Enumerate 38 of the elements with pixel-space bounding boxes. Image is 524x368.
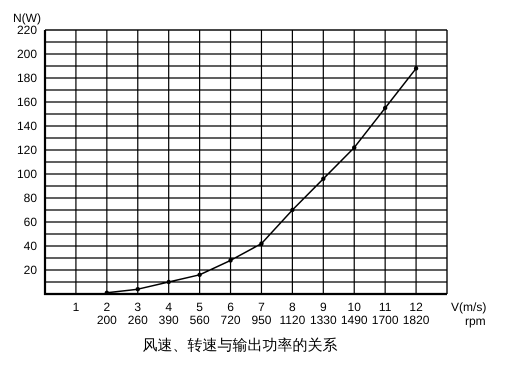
- annotation: 720: [220, 313, 241, 327]
- xtick: 6: [227, 300, 234, 314]
- x2label: rpm: [465, 314, 486, 328]
- ytick: 40: [24, 239, 37, 253]
- xtick: 3: [134, 300, 142, 314]
- xtick: 4: [165, 300, 172, 314]
- ytick: 20: [24, 263, 37, 277]
- ytick: 200: [16, 47, 37, 61]
- ytick: 180: [16, 71, 37, 85]
- xtick: 8: [289, 300, 296, 314]
- xtick: 1: [72, 300, 80, 314]
- annotation: 950: [251, 313, 272, 327]
- ytick: 140: [16, 119, 37, 133]
- ylabel: N(W): [13, 11, 41, 25]
- ytick: 160: [16, 95, 37, 109]
- xtick: 7: [258, 300, 265, 314]
- annotation: 1820: [402, 313, 430, 327]
- annotation: 1700: [372, 313, 398, 327]
- xtick: 12: [409, 300, 423, 314]
- ytick: 60: [24, 215, 37, 229]
- ytick: 220: [16, 23, 37, 37]
- xtick: 10: [348, 300, 361, 314]
- xtick: 11: [378, 300, 392, 314]
- annotation: 560: [190, 313, 210, 327]
- annotation: 260: [128, 313, 148, 327]
- annotation: 200: [96, 313, 117, 327]
- xlabel: V(m/s): [451, 300, 486, 314]
- xtick: 5: [196, 300, 203, 314]
- annotation: 390: [158, 313, 179, 327]
- annotation: 1120: [279, 313, 306, 327]
- ytick: 100: [16, 167, 37, 181]
- ytick: 120: [16, 143, 37, 157]
- ytick: 80: [24, 191, 37, 205]
- annotation: 1330: [310, 313, 337, 327]
- xtick: 9: [320, 300, 327, 314]
- title: 风速、转速与输出功率的关系: [142, 337, 338, 354]
- annotation: 1490: [340, 313, 368, 327]
- xtick: 2: [104, 300, 110, 314]
